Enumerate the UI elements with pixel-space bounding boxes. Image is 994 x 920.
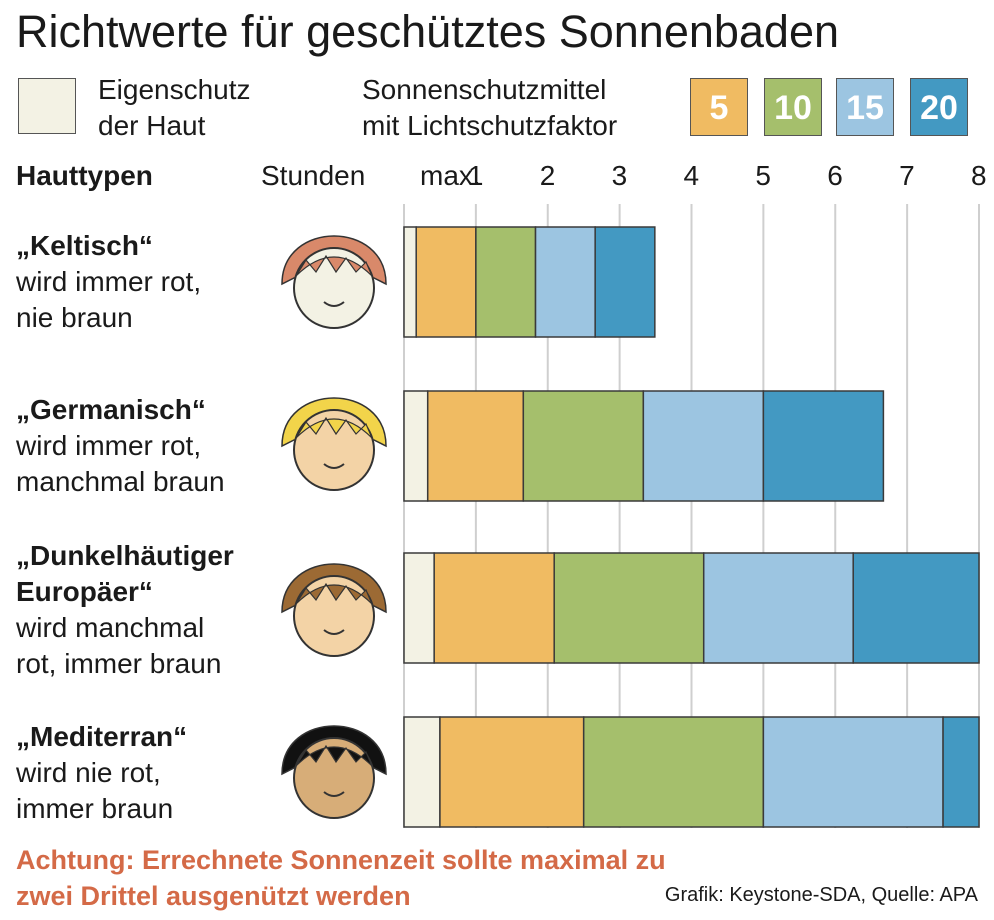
bar-segment — [426, 390, 525, 502]
bar-segment — [439, 716, 585, 828]
smile-icon — [323, 791, 345, 797]
warning-note: Achtung: Errechnete Sonnenzeit sollte ma… — [16, 842, 666, 914]
type-name: „Germanisch“ — [16, 394, 206, 425]
type-desc-line: wird immer rot, — [16, 266, 202, 297]
x-tick-label: 7 — [899, 160, 915, 191]
bar-segment — [403, 552, 435, 664]
type-desc-line: wird immer rot, — [16, 430, 202, 461]
type-name: „Mediterran“ — [16, 721, 188, 752]
bar-segment — [642, 390, 765, 502]
legend-spf-line2: mit Lichtschutzfaktor — [362, 110, 618, 141]
fringe-icon — [295, 582, 373, 605]
legend-spf-20: 20 — [910, 78, 968, 136]
warning-line2: zwei Drittel ausgenützt werden — [16, 881, 411, 911]
bar-segment — [553, 552, 705, 664]
legend-spf-10: 10 — [764, 78, 822, 136]
header-max: max. — [420, 160, 481, 191]
legend-spf-15: 15 — [836, 78, 894, 136]
header-skin-types: Hauttypen — [16, 160, 153, 191]
smile-icon — [323, 463, 345, 469]
type-name: Europäer“ — [16, 576, 153, 607]
warning-line1: Achtung: Errechnete Sonnenzeit sollte ma… — [16, 845, 666, 875]
bar-segment — [762, 390, 885, 502]
legend-own-protection: Eigenschutz der Haut — [98, 72, 251, 144]
bar-segment — [942, 716, 980, 828]
row-label-germanisch: „Germanisch“ wird immer rot, manchmal br… — [16, 392, 225, 500]
bar-segment — [534, 226, 596, 338]
bar-segment — [522, 390, 645, 502]
chart-title: Richtwerte für geschütztes Sonnenbaden — [16, 6, 840, 57]
legend-own-line1: Eigenschutz — [98, 74, 251, 105]
type-desc-line: wird nie rot, — [16, 757, 161, 788]
type-desc-line: wird manchmal — [16, 612, 205, 643]
header-hours: Stunden — [261, 160, 366, 191]
type-name: „Keltisch“ — [16, 230, 153, 261]
x-tick-label: 3 — [611, 160, 628, 191]
type-desc-line: rot, immer braun — [16, 648, 222, 679]
smile-icon — [323, 629, 345, 635]
bar-segment — [702, 552, 854, 664]
legend-swatch-own-protection — [18, 78, 76, 134]
fringe-icon — [295, 254, 373, 277]
bar-segment — [433, 552, 555, 664]
x-tick-label: 8 — [971, 160, 987, 191]
bar-segment — [762, 716, 944, 828]
type-desc-line: nie braun — [16, 302, 133, 333]
type-desc-line: manchmal braun — [16, 466, 225, 497]
legend-spf-5: 5 — [690, 78, 748, 136]
bar-segment — [475, 226, 537, 338]
x-tick-label: 1 — [467, 160, 484, 191]
smile-icon — [323, 301, 345, 307]
bar-segment — [594, 226, 656, 338]
source-credit: Grafik: Keystone-SDA, Quelle: APA — [664, 884, 978, 906]
fringe-icon — [295, 416, 373, 439]
legend-own-line2: der Haut — [98, 110, 206, 141]
row-label-mediterran: „Mediterran“ wird nie rot, immer braun — [16, 719, 187, 827]
type-name: „Dunkelhäutiger — [16, 540, 234, 571]
row-label-keltisch: „Keltisch“ wird immer rot, nie braun — [16, 228, 201, 336]
bar-segment — [403, 390, 429, 502]
x-tick-label: 2 — [539, 160, 556, 191]
x-tick-label: 6 — [827, 160, 843, 191]
bar-segment — [403, 716, 441, 828]
legend-spf-line1: Sonnenschutzmittel — [362, 74, 607, 105]
bar-segment — [415, 226, 477, 338]
legend-spf: Sonnenschutzmittel mit Lichtschutzfaktor — [362, 72, 617, 144]
bar-segment — [403, 226, 417, 338]
type-desc-line: immer braun — [16, 793, 174, 824]
row-label-dunkelhaeutig: „Dunkelhäutiger Europäer“ wird manchmal … — [16, 538, 234, 682]
x-tick-label: 4 — [683, 160, 700, 191]
bar-segment — [582, 716, 765, 828]
fringe-icon — [295, 744, 373, 767]
bar-segment — [852, 552, 980, 664]
x-tick-label: 5 — [755, 160, 771, 191]
